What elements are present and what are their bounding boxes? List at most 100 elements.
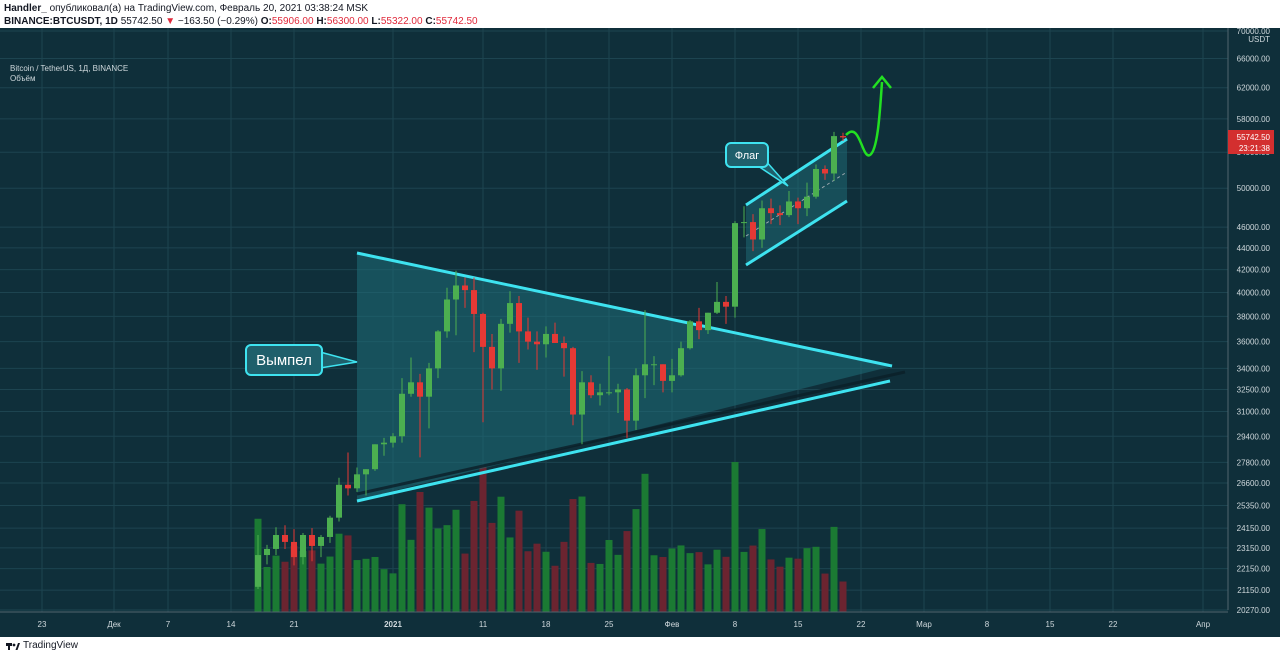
- volume-bar: [668, 548, 676, 612]
- volume-bar: [722, 556, 730, 612]
- price-tick-label: 50000.00: [1237, 184, 1271, 193]
- volume-bar: [704, 564, 712, 612]
- candle-body: [525, 331, 531, 342]
- price-tick-label: 34000.00: [1237, 364, 1271, 373]
- time-tick-label: Апр: [1196, 620, 1211, 629]
- price-change: −163.50 (−0.29%): [177, 16, 258, 27]
- ohlc-line: BINANCE:BTCUSDT, 1D 55742.50 ▼ −163.50 (…: [4, 16, 478, 27]
- time-tick-label: Дек: [107, 620, 121, 629]
- candle-body: [696, 321, 702, 331]
- volume-bar: [605, 539, 613, 612]
- time-tick-label: 15: [1046, 620, 1055, 629]
- time-tick-label: 21: [290, 620, 299, 629]
- candle-body: [309, 534, 315, 546]
- volume-bar: [740, 551, 748, 612]
- volume-indicator-label[interactable]: Объём: [10, 74, 36, 83]
- symbol-title[interactable]: Bitcoin / TetherUS, 1Д, BINANCE: [10, 64, 129, 73]
- volume-bar: [389, 573, 397, 612]
- candles: [255, 131, 846, 590]
- candle-body: [705, 312, 711, 331]
- volume-bar: [371, 556, 379, 612]
- volume-bar: [416, 492, 424, 612]
- price-tick-label: 70000.00: [1237, 28, 1271, 36]
- price-tick-label: 22150.00: [1237, 565, 1271, 574]
- candle-body: [732, 223, 738, 307]
- volume-bar: [515, 510, 523, 612]
- volume-bar: [731, 462, 739, 612]
- volume-bar: [380, 569, 388, 612]
- pennant-label: Вымпел: [256, 352, 312, 369]
- price-tick-label: 25350.00: [1237, 502, 1271, 511]
- volume-bar: [362, 558, 370, 612]
- price-tick-label: 32500.00: [1237, 385, 1271, 394]
- price-tick-label: 29400.00: [1237, 432, 1271, 441]
- candle-body: [399, 393, 405, 437]
- candle-body: [336, 484, 342, 518]
- candle-body: [579, 382, 585, 415]
- candle-body: [435, 331, 441, 369]
- volume-bar: [749, 545, 757, 612]
- volume-bar: [812, 546, 820, 612]
- candle-body: [795, 201, 801, 209]
- close-value: 55742.50: [435, 16, 478, 27]
- pennant-upper-line: [356, 251, 893, 368]
- candle-body: [561, 342, 567, 349]
- volume-bar: [614, 554, 622, 612]
- candle-body: [372, 444, 378, 470]
- pennant-pattern: [356, 251, 906, 503]
- price-tick-label: 38000.00: [1237, 312, 1271, 321]
- volume-bar: [794, 558, 802, 612]
- publish-info: Handler_ опубликовал(а) на TradingView.c…: [4, 3, 368, 14]
- volume-bar: [713, 549, 721, 612]
- candle-body: [570, 348, 576, 415]
- volume-bar: [533, 543, 541, 612]
- publish-header: Handler_ опубликовал(а) на TradingView.c…: [0, 0, 1280, 28]
- volume-bar: [308, 550, 316, 612]
- price-badge-value: 55742.50: [1237, 133, 1271, 142]
- volume-bar: [623, 531, 631, 612]
- price-tick-label: 42000.00: [1237, 266, 1271, 275]
- volume-bar: [344, 535, 352, 612]
- volume-bar: [281, 561, 289, 612]
- flag-upper-line: [745, 137, 848, 207]
- candle-body: [534, 341, 540, 345]
- candle-body: [354, 474, 360, 489]
- price-axis-bg: [1228, 28, 1280, 637]
- candle-body: [669, 375, 675, 381]
- close-label: C:: [425, 16, 436, 27]
- flag-label: Флаг: [735, 150, 760, 162]
- pattern-callouts: Вымпел Флаг: [245, 142, 789, 376]
- price-chart[interactable]: Вымпел Флаг 70000.00 66000.00 62000.00 5800…: [0, 27, 1280, 637]
- candle-body: [750, 222, 756, 240]
- volume-bar: [290, 545, 298, 612]
- volume-bar: [479, 466, 487, 612]
- volume-bar: [443, 525, 451, 612]
- candle-body: [777, 213, 783, 216]
- candle-body: [417, 382, 423, 397]
- volume-bar: [830, 526, 838, 612]
- footer: TradingView: [0, 637, 1280, 657]
- volume-bar: [317, 563, 325, 612]
- candle-body: [444, 299, 450, 332]
- chart-area[interactable]: Вымпел Флаг 70000.00 66000.00 62000.00 5800…: [0, 27, 1280, 637]
- price-tick-label: 24150.00: [1237, 524, 1271, 533]
- volume-bar: [560, 541, 568, 612]
- down-arrow-icon: ▼: [165, 16, 176, 27]
- candle-body: [615, 389, 621, 393]
- volume-bar: [542, 551, 550, 612]
- candle-body: [768, 208, 774, 214]
- candle-body: [255, 555, 261, 587]
- candle-body: [390, 436, 396, 443]
- candle-body: [300, 534, 306, 558]
- volume-bar: [263, 567, 271, 612]
- price-tick-label: 27800.00: [1237, 458, 1271, 467]
- open-value: 55906.00: [271, 16, 314, 27]
- time-tick-label: 7: [166, 620, 171, 629]
- tradingview-logo[interactable]: TradingView: [6, 640, 78, 651]
- price-unit-label: USDT: [1248, 35, 1270, 44]
- candle-body: [633, 375, 639, 421]
- time-tick-label: 18: [542, 620, 551, 629]
- candle-body: [363, 469, 369, 475]
- author-name[interactable]: Handler_: [4, 3, 47, 14]
- candle-body: [597, 392, 603, 396]
